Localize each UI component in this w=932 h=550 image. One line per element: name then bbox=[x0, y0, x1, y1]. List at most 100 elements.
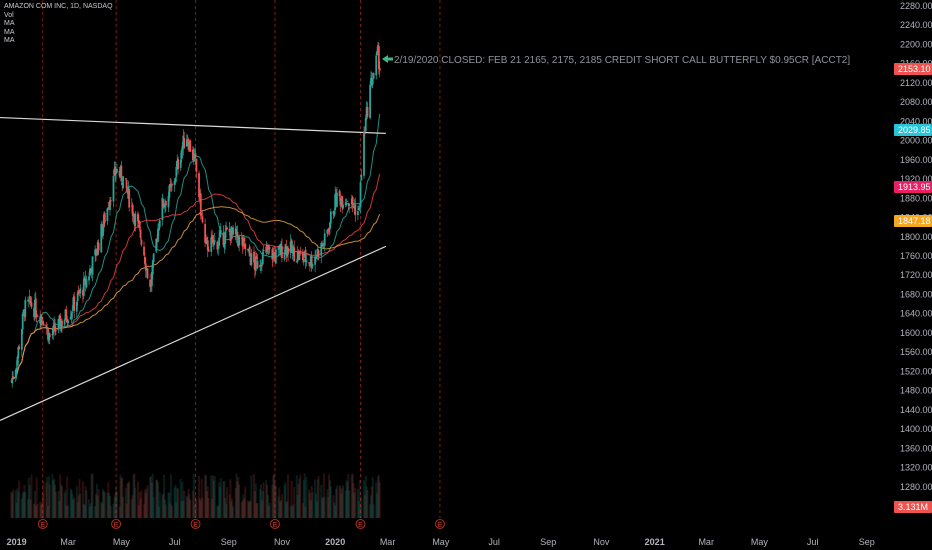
legend-ma-3[interactable]: MA bbox=[4, 37, 15, 44]
volume-bar bbox=[295, 475, 298, 518]
last-price-tag: 2153.10 bbox=[894, 63, 932, 75]
volume-bar bbox=[232, 506, 235, 518]
candle bbox=[146, 267, 149, 280]
candle-body bbox=[260, 265, 263, 267]
volume-bar bbox=[134, 487, 137, 518]
x-tick-label: May bbox=[751, 537, 769, 547]
candle-body bbox=[356, 211, 359, 216]
candle-body bbox=[308, 262, 310, 264]
earnings-circle-icon bbox=[355, 519, 366, 529]
candles bbox=[10, 41, 381, 388]
volume-bar bbox=[353, 492, 356, 518]
volume-bar bbox=[243, 498, 246, 518]
candle-body bbox=[317, 250, 320, 258]
earnings-marker[interactable]: E bbox=[190, 519, 201, 530]
volume-bar bbox=[332, 495, 335, 518]
volume-bar bbox=[72, 499, 75, 518]
candle bbox=[277, 245, 280, 257]
volume-bar bbox=[67, 505, 70, 518]
legend-ma-2[interactable]: MA bbox=[4, 28, 15, 36]
volume-tag-box bbox=[894, 501, 932, 513]
symbol-title[interactable]: AMAZON COM INC, 1D, NASDAQ bbox=[4, 3, 113, 10]
volume-bar bbox=[88, 506, 91, 518]
candle-body bbox=[205, 237, 208, 239]
volume-bar bbox=[287, 474, 290, 518]
ma-slow-tag-box bbox=[894, 215, 932, 227]
volume-bar bbox=[167, 492, 170, 518]
y-tick-label: 2280.00 bbox=[900, 1, 932, 11]
candle-body bbox=[170, 185, 172, 188]
earnings-label: E bbox=[273, 522, 278, 529]
volume-bar bbox=[150, 476, 153, 518]
volume-bar bbox=[59, 474, 62, 518]
volume-bar bbox=[366, 489, 369, 518]
volume-bar bbox=[42, 481, 45, 518]
candle-body bbox=[15, 367, 18, 372]
candle bbox=[308, 261, 310, 267]
earnings-marker[interactable]: E bbox=[111, 519, 121, 530]
volume-bar bbox=[143, 489, 146, 518]
volume-bar bbox=[156, 479, 159, 518]
candle-body bbox=[345, 203, 348, 205]
candle bbox=[169, 178, 172, 192]
candle-body bbox=[315, 256, 317, 259]
volume-bar bbox=[345, 480, 348, 518]
candle bbox=[244, 242, 247, 256]
earnings-marker[interactable]: E bbox=[355, 519, 366, 530]
candle-body bbox=[140, 239, 143, 245]
candle-body bbox=[347, 203, 350, 204]
candle-body bbox=[150, 271, 153, 286]
volume-bar bbox=[91, 473, 94, 518]
trendline[interactable] bbox=[0, 116, 386, 135]
candle-body bbox=[378, 67, 381, 71]
candle bbox=[250, 249, 253, 267]
candle bbox=[305, 255, 308, 267]
volume-bar bbox=[323, 496, 326, 518]
candle-body bbox=[53, 324, 56, 326]
volume-bar bbox=[230, 501, 233, 518]
y-tick-label: 1320.00 bbox=[900, 463, 932, 473]
volume-bar bbox=[265, 479, 268, 518]
candle-body bbox=[162, 199, 165, 208]
volume-bar bbox=[118, 506, 121, 518]
candle bbox=[351, 195, 354, 213]
volume-bar bbox=[97, 488, 100, 518]
earnings-marker[interactable]: E bbox=[270, 519, 280, 530]
trendlines[interactable] bbox=[0, 116, 387, 421]
annotation[interactable]: 2/19/2020 CLOSED: FEB 21 2165, 2175, 218… bbox=[382, 55, 850, 66]
candle-body bbox=[24, 299, 27, 318]
legend-ma-1[interactable]: MA bbox=[4, 20, 15, 27]
earnings-marker[interactable]: E bbox=[37, 519, 48, 530]
candle bbox=[225, 221, 227, 238]
legend-vol[interactable]: Vol bbox=[4, 11, 14, 19]
candle bbox=[329, 208, 332, 228]
volume-bar bbox=[53, 484, 56, 518]
volume-bar bbox=[376, 493, 379, 518]
time-axis[interactable]: 2019 Mar May Jul Sep Nov 2020 Mar May Jul Sep Nov 20… bbox=[7, 537, 875, 547]
candle-body bbox=[366, 106, 369, 117]
volume-bar bbox=[308, 489, 311, 518]
candle-body bbox=[305, 260, 308, 263]
volume-bar bbox=[15, 502, 18, 518]
candle-body bbox=[357, 207, 360, 211]
candle bbox=[70, 311, 73, 324]
volume-bar bbox=[364, 475, 367, 518]
price-axis[interactable]: 1240.001280.001320.001360.001400.001440.… bbox=[900, 1, 932, 511]
candle bbox=[61, 318, 63, 333]
volume-bar bbox=[181, 481, 184, 518]
volume-bar bbox=[315, 501, 318, 518]
volume-bar bbox=[102, 491, 105, 518]
candle-body bbox=[304, 249, 307, 262]
candle bbox=[262, 245, 265, 254]
candle-body bbox=[228, 228, 231, 232]
trendline[interactable] bbox=[0, 245, 387, 421]
volume-bar bbox=[260, 500, 263, 518]
volume-bar bbox=[65, 505, 68, 518]
earnings-marker[interactable]: E bbox=[435, 519, 445, 530]
candle-body bbox=[326, 229, 329, 234]
candle-body bbox=[27, 301, 30, 302]
volume-bar bbox=[363, 495, 366, 518]
y-tick-label: 1680.00 bbox=[900, 289, 932, 299]
candle bbox=[248, 244, 251, 258]
